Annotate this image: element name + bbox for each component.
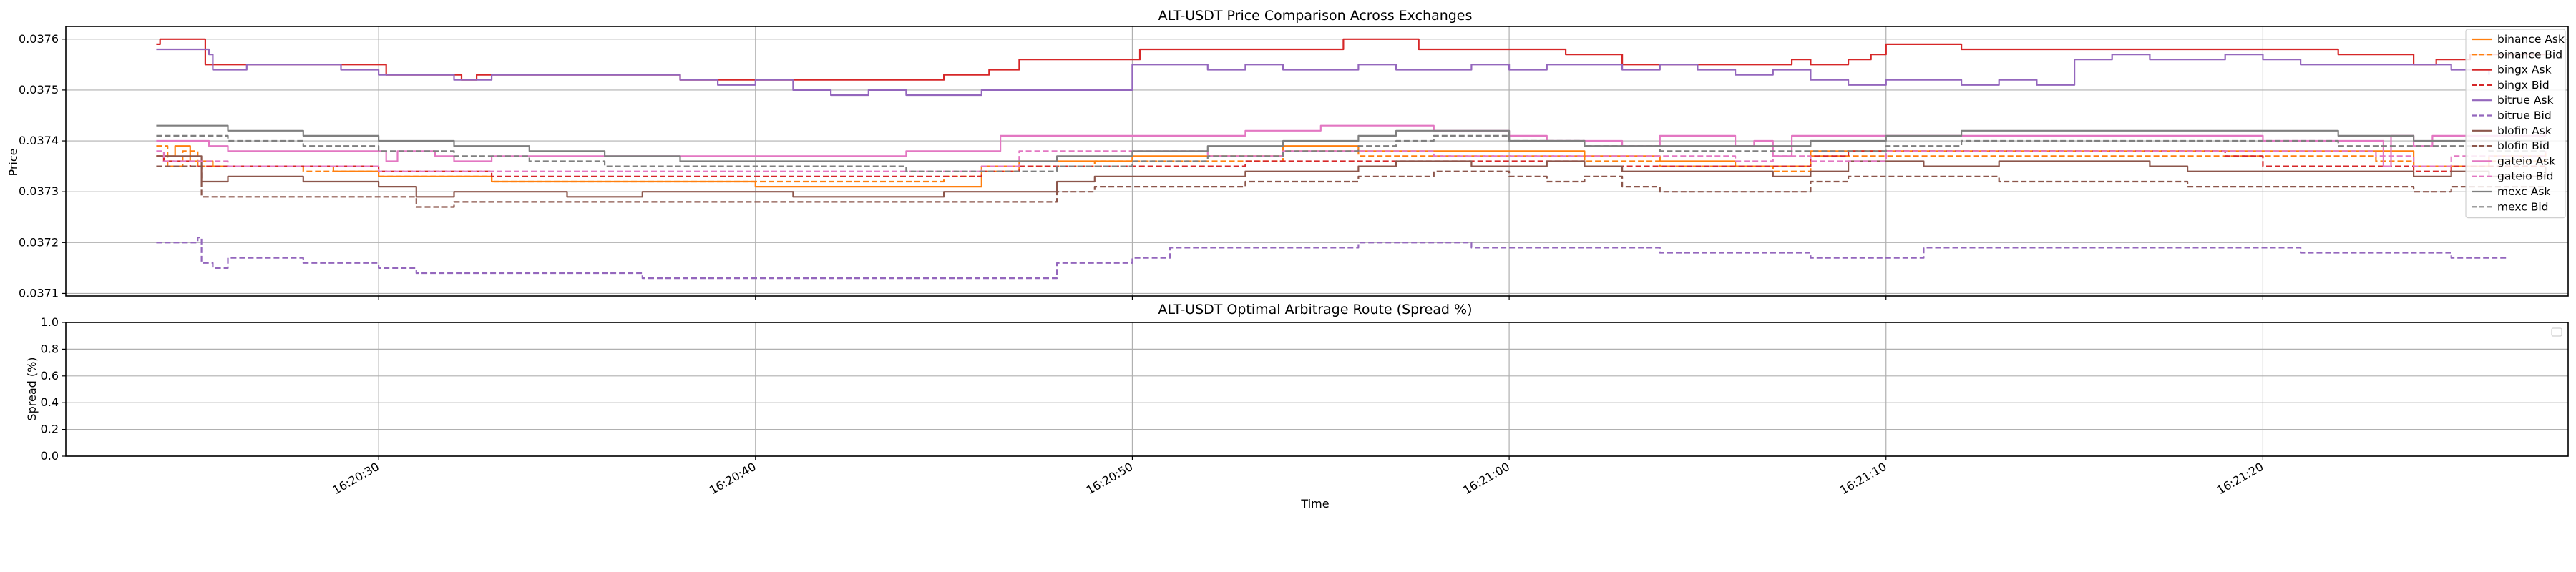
spread-y-axis-label: Spread (%) <box>25 357 39 420</box>
price-y-tick-label: 0.0371 <box>19 286 59 300</box>
series-line-blofin-ask <box>156 155 2547 198</box>
price-chart-frame <box>65 26 2569 297</box>
legend-label: gateio Ask <box>2497 154 2555 167</box>
series-line-gateio-bid <box>156 150 2547 172</box>
price-y-axis-label: Price <box>6 148 20 176</box>
spread-x-axis-label: Time <box>1300 497 1329 511</box>
spread-chart-frame <box>65 322 2569 457</box>
price-series-lines <box>156 38 2547 280</box>
legend-label: bitrue Bid <box>2497 109 2552 122</box>
series-line-bingx-bid <box>156 150 2546 177</box>
price-y-tick-label: 0.0376 <box>19 32 59 46</box>
legend-label: mexc Ask <box>2497 185 2550 198</box>
series-line-blofin-bid <box>156 165 2546 208</box>
price-chart-axes: 0.0371 0.0372 0.0373 0.0374 0.0375 0.0376 <box>19 32 2264 300</box>
legend-label: binance Ask <box>2497 33 2565 46</box>
series-line-mexc-ask <box>156 124 2547 162</box>
legend-label: bitrue Ask <box>2497 94 2554 107</box>
legend-box <box>2465 29 2566 219</box>
legend-label: gateio Bid <box>2497 170 2553 183</box>
legend-label: blofin Bid <box>2497 139 2550 152</box>
price-y-tick-label: 0.0375 <box>19 83 59 97</box>
spread-y-tick-label: 1.0 <box>41 315 59 329</box>
spread-y-tick-label: 0.2 <box>41 423 59 436</box>
price-y-tick-label: 0.0374 <box>19 134 59 147</box>
legend-label: bingx Ask <box>2497 64 2552 77</box>
legend-label: bingx Bid <box>2497 79 2550 92</box>
price-y-tick-label: 0.0372 <box>19 235 59 249</box>
price-chart-title: ALT-USDT Price Comparison Across Exchang… <box>1158 8 1473 24</box>
legend-label: mexc Bid <box>2497 200 2549 213</box>
legend-label: blofin Ask <box>2497 124 2552 137</box>
spread-y-tick-label: 0.4 <box>41 395 59 409</box>
price-y-tick-label: 0.0373 <box>19 184 59 198</box>
series-line-bitrue-ask <box>156 48 2490 97</box>
series-line-bitrue-bid <box>156 237 2508 280</box>
spread-y-tick-label: 0.6 <box>41 369 59 383</box>
price-chart-legend: binance Ask binance Bid bingx Ask bingx Bid… <box>2465 29 2566 219</box>
spread-chart-title: ALT-USDT Optimal Arbitrage Route (Spread… <box>1158 302 1472 317</box>
spread-y-tick-label: 0.8 <box>41 342 59 355</box>
legend-label: binance Bid <box>2497 48 2562 61</box>
series-line-mexc-bid <box>156 134 2546 172</box>
spread-y-tick-label: 0.0 <box>41 449 59 463</box>
series-line-bingx-ask <box>156 38 2546 81</box>
spread-chart-empty-legend <box>2551 327 2562 337</box>
